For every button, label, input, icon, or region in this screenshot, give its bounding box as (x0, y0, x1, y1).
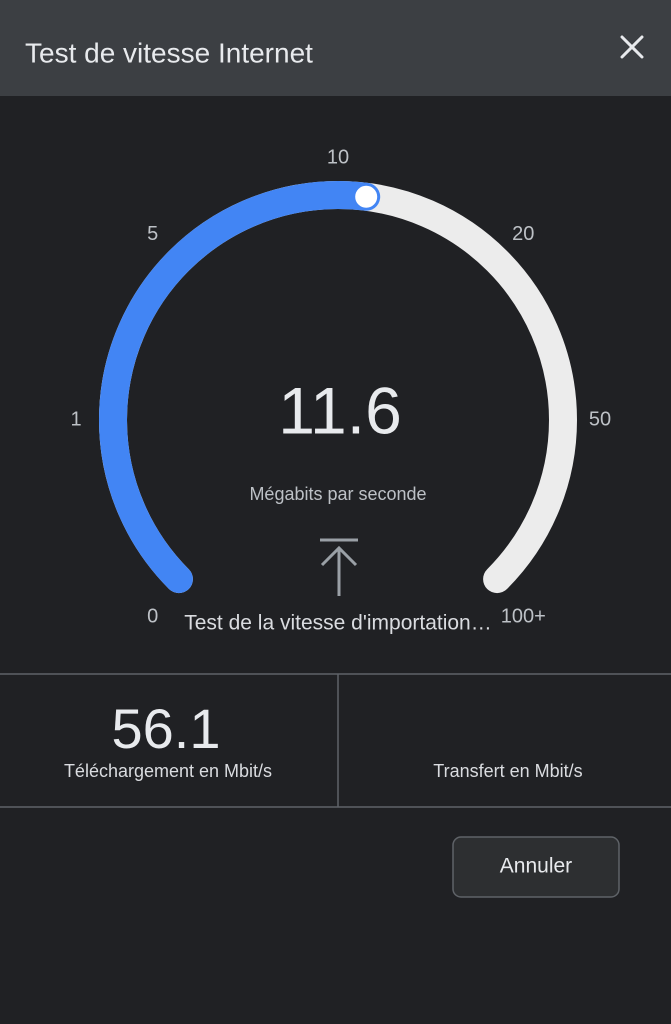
close-button[interactable] (620, 35, 644, 59)
current-speed: 11.6 (278, 373, 402, 447)
close-icon[interactable] (620, 35, 644, 59)
gauge-knob (353, 183, 380, 210)
gauge-tick-label: 20 (512, 223, 534, 245)
gauge-tick-label: 0 (147, 606, 158, 628)
dividers (0, 673, 671, 808)
cancel-button[interactable]: Annuler (452, 836, 620, 898)
download-label: Téléchargement en Mbit/s (64, 761, 272, 781)
download-speed: 56.1 (112, 697, 221, 760)
gauge-tick-label: 100+ (501, 606, 546, 628)
cancel-button-bg[interactable] (452, 836, 620, 898)
speed-unit: Mégabits par seconde (249, 484, 426, 504)
gauge-tick-label: 5 (147, 223, 158, 245)
cancel-button-label[interactable]: Annuler (500, 855, 572, 878)
dialog-title: Test de vitesse Internet (25, 37, 313, 68)
gauge-fill (99, 181, 381, 594)
upload-label: Transfert en Mbit/s (433, 761, 582, 781)
gauge-tick-label: 50 (589, 408, 611, 430)
status-text: Test de la vitesse d'importation… (184, 612, 491, 635)
gauge: 0 1 5 10 20 50 100+ (70, 146, 611, 627)
upload-icon (320, 538, 358, 596)
gauge-tick-label: 1 (70, 408, 81, 430)
dialog-header (0, 0, 671, 96)
gauge-tick-label: 10 (327, 146, 349, 168)
